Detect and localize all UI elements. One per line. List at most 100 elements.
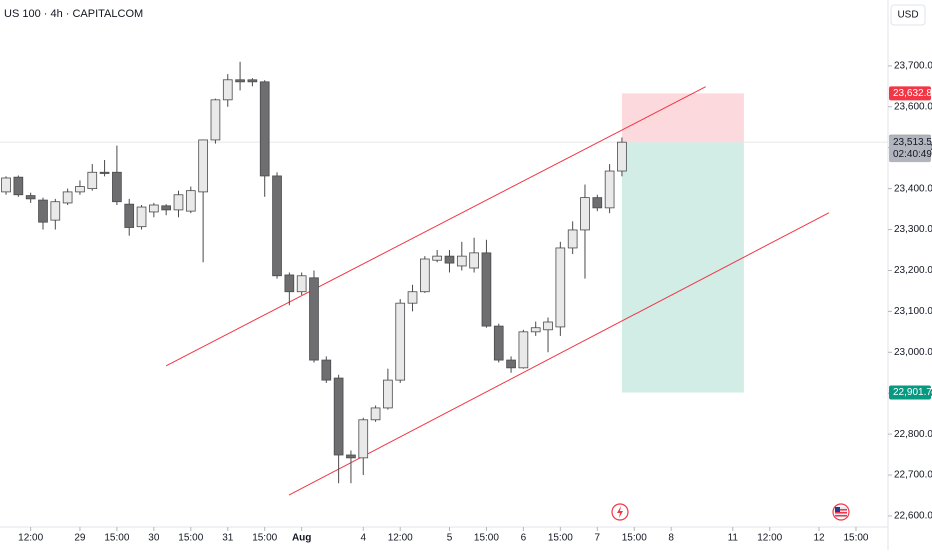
x-tick-label: 29 [74,533,86,544]
candle-body [124,203,135,228]
candle-body [358,419,369,459]
candle [481,239,492,328]
candle [518,329,529,369]
price-label: 23,632.8 [893,88,932,99]
x-tick-label: 15:00 [178,533,203,544]
candle-body [210,99,221,141]
candle [210,98,221,144]
x-tick-label: Aug [292,533,311,544]
candle-body [173,194,184,211]
countdown: 02:40:49 [893,149,932,160]
candle [346,450,356,484]
candle [161,204,172,216]
candle [530,321,541,336]
candle-body [75,186,85,193]
candle [99,159,110,177]
candle-body [518,331,529,369]
y-tick-label: 23,700.0 [894,61,932,72]
x-tick-label: 15:00 [104,533,129,544]
x-tick-label: 15:00 [548,533,573,544]
candle [567,221,578,255]
candle-body [580,197,590,231]
candle [506,356,516,373]
candle-body [235,79,245,83]
candle-body [506,359,516,369]
event-icon[interactable] [611,503,629,521]
candle [555,241,566,336]
candle [321,356,332,383]
candle [149,202,159,218]
candle-body [444,255,455,264]
candle [358,417,369,476]
candle [272,172,282,279]
candle-body [309,277,319,361]
x-tick-label: 11 [728,533,739,544]
candle-body [420,258,430,293]
candle-body [543,321,553,331]
candle [198,139,208,263]
candle-body [555,247,566,328]
x-tick-label: 15:00 [474,533,499,544]
candle [259,80,270,197]
candle-body [617,141,627,172]
price-label-box [889,385,931,400]
currency[interactable]: USD [897,10,918,21]
chart-title: US 100 · 4h · CAPITALCOM [4,8,143,20]
candle-body [395,302,406,381]
candle [580,184,590,279]
candle-body [99,171,110,174]
candle [75,180,85,195]
candle [222,74,233,107]
candle-body [272,175,282,277]
candle [13,175,24,197]
candle [50,198,61,230]
x-tick-label: 12 [813,533,825,544]
candle-body [50,201,61,221]
candle [420,256,430,293]
candle [432,249,442,263]
y-tick-label: 22,600.0 [894,511,932,522]
candle-body [370,407,381,421]
candle [284,272,295,306]
price-label-box [889,86,931,101]
candle [493,323,504,363]
x-tick-label: 12:00 [18,533,43,544]
candle-body [481,252,492,327]
last-price-box [889,135,931,163]
flag-icon[interactable] [832,503,850,521]
x-tick-label: 4 [360,533,366,544]
candle-body [493,325,504,361]
x-tick-label: 30 [148,533,160,544]
candle-body [407,291,418,304]
candle [543,317,553,353]
candle [309,270,319,363]
candle [1,176,11,195]
x-tick-label: 12:00 [757,533,782,544]
x-tick-label: 8 [668,533,674,544]
candle [444,249,455,273]
candle-body [149,204,159,213]
x-tick-label: 15:00 [622,533,647,544]
trendline [288,212,830,496]
candle [407,284,418,312]
candle-body [469,252,479,269]
candle-body [161,205,172,211]
x-tick-label: 15:00 [843,533,868,544]
candle-body [530,327,541,333]
currency-button[interactable] [890,4,926,26]
y-tick-label: 23,000.0 [894,347,932,358]
candle [333,374,344,484]
candle [604,164,615,214]
candle [296,272,307,296]
last-price-label: 23,513.5 [893,137,932,148]
candle [370,405,381,422]
candle-body [198,139,208,193]
candle [592,194,603,212]
candle-body [87,171,98,190]
y-tick-label: 23,400.0 [894,183,932,194]
y-tick-label: 22,800.0 [894,429,932,440]
candle-body [112,171,122,203]
candle [112,145,122,205]
candle [185,186,196,214]
